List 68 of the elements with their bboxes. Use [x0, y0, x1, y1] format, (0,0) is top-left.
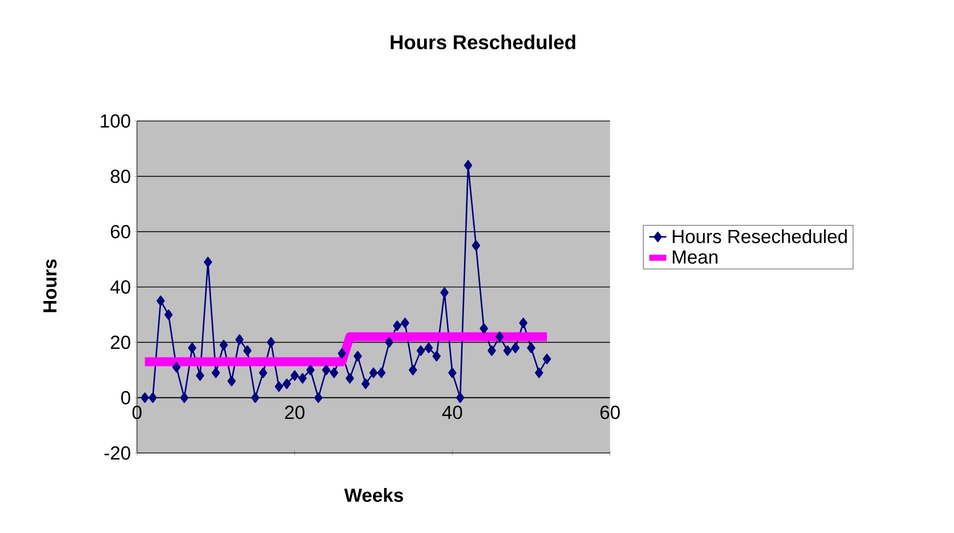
point [354, 350, 362, 362]
point [156, 296, 165, 306]
point [385, 337, 394, 348]
point [338, 348, 346, 359]
point [188, 342, 196, 354]
point [346, 373, 354, 384]
point [148, 392, 157, 403]
chart-title: Hours Rescheduled [390, 34, 576, 50]
y-axis-title: Hours [43, 259, 57, 312]
point [416, 345, 425, 356]
point [140, 392, 150, 403]
legend-label: Hours Resecheduled [672, 229, 847, 244]
y-tick-label: 80 [110, 170, 130, 184]
point [377, 368, 386, 378]
point [172, 362, 181, 372]
point [298, 373, 307, 384]
point [212, 368, 220, 378]
point [488, 345, 496, 356]
x-tick-label: 60 [600, 406, 620, 420]
point [527, 342, 536, 354]
point [259, 368, 268, 378]
point [322, 364, 330, 376]
y-tick-label: 100 [100, 114, 130, 128]
point [496, 332, 504, 342]
point [282, 378, 291, 390]
point [519, 318, 528, 328]
point [456, 392, 464, 403]
point [266, 337, 276, 348]
point [393, 320, 402, 331]
point [251, 392, 260, 403]
y-tick-label: 60 [110, 224, 130, 238]
point [448, 368, 456, 378]
point [424, 342, 433, 354]
y-tick-label: 0 [121, 390, 130, 404]
point [534, 368, 544, 378]
x-axis-title: Weeks [344, 488, 404, 502]
point [204, 256, 212, 268]
point [503, 345, 512, 356]
legend-label: Mean [672, 250, 718, 264]
point [243, 345, 252, 356]
y-tick-label: 20 [110, 336, 130, 350]
point [511, 342, 520, 354]
point [274, 381, 284, 392]
point [196, 370, 204, 381]
y-tick-label: -20 [104, 446, 130, 460]
point [464, 160, 472, 171]
point [432, 350, 441, 362]
point [369, 368, 378, 378]
point [180, 392, 188, 403]
y-tick-label: 40 [110, 280, 130, 294]
point [330, 368, 338, 378]
point [472, 240, 480, 251]
point [164, 309, 173, 320]
x-tick-label: 40 [442, 406, 462, 420]
point [361, 378, 370, 390]
point [542, 354, 552, 364]
point [480, 323, 488, 334]
point [220, 340, 228, 350]
x-tick-label: 20 [285, 406, 304, 420]
point [306, 364, 315, 376]
x-tick-label: 0 [132, 406, 142, 420]
point [408, 364, 418, 376]
point [290, 370, 299, 381]
point [235, 334, 244, 345]
point [227, 376, 236, 386]
point [440, 287, 449, 298]
point [400, 318, 410, 328]
point [314, 392, 322, 403]
